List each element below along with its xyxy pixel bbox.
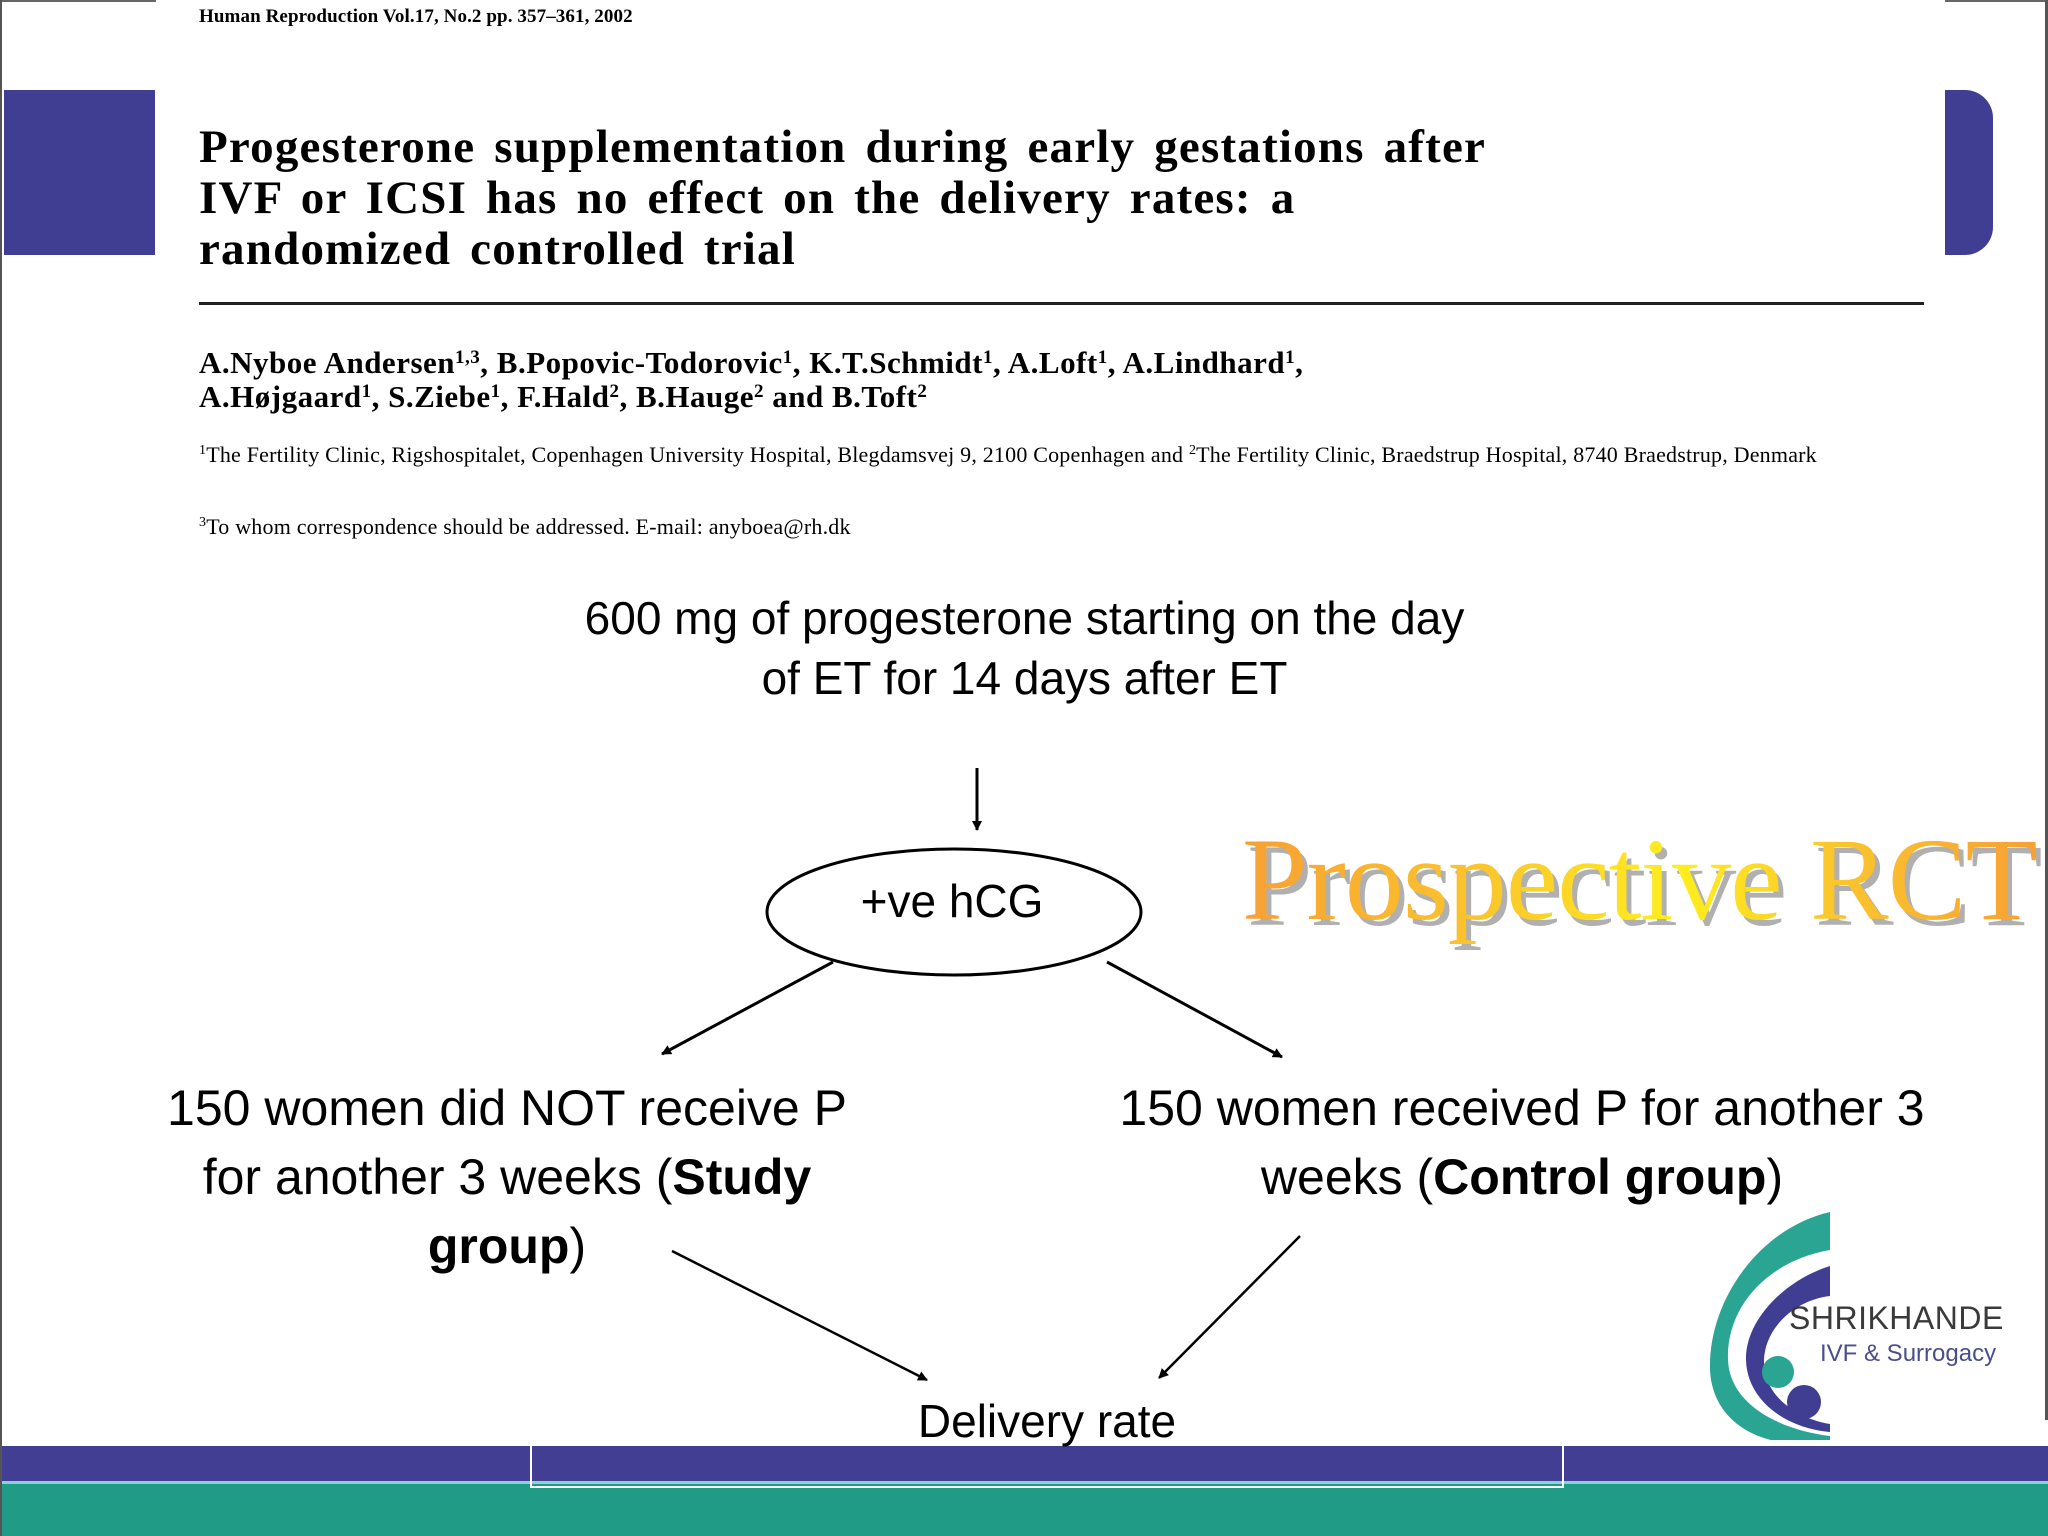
footer-band-blue (2, 1446, 2048, 1482)
author-line: A.Nyboe Andersen1,3, B.Popovic-Todorovic… (199, 345, 1304, 380)
title-line: IVF or ICSI has no effect on the deliver… (199, 172, 1296, 224)
control-group-box: 150 women received P for another 3 weeks… (1119, 1080, 1925, 1205)
journal-citation: Human Reproduction Vol.17, No.2 pp. 357–… (199, 6, 633, 27)
logo-subtitle: IVF & Surrogacy (1820, 1340, 1997, 1367)
shrikhande-logo-icon (1709, 1212, 1830, 1440)
author: K.T.Schmidt (809, 345, 983, 380)
slide-border (2045, 0, 2048, 1420)
study-group-box: 150 women did NOT receive P for another … (167, 1080, 847, 1274)
author-line: A.Højgaard1, S.Ziebe1, F.Hald2, B.Hauge2… (199, 379, 928, 414)
arrow-control-to-outcome-icon (1158, 1235, 1301, 1379)
author: B.Toft (831, 379, 918, 414)
author-list: A.Nyboe Andersen1,3, B.Popovic-Todorovic… (199, 346, 1924, 414)
author: A.Lindhard (1122, 345, 1286, 380)
left-accent-band (4, 90, 155, 255)
title-line: randomized controlled trial (199, 223, 797, 275)
slide-border (1945, 0, 2048, 2)
author: A.Nyboe Andersen (199, 345, 456, 380)
author: F.Hald (517, 379, 610, 414)
affiliations: 1The Fertility Clinic, Rigshospitalet, C… (199, 442, 1817, 467)
right-accent-band (1945, 90, 1993, 255)
title-line: Progesterone supplementation during earl… (199, 121, 1487, 173)
slide-border (2, 0, 156, 2)
intervention-description: 600 mg of progesterone starting on the d… (584, 592, 1465, 704)
outcome-delivery-rate: Delivery rate (917, 1395, 1177, 1447)
author: S.Ziebe (388, 379, 491, 414)
prospective-rct-label: Prospective RCT (1242, 812, 2038, 948)
author: B.Hauge (635, 379, 754, 414)
correspondence-note: 3To whom correspondence should be addres… (199, 514, 851, 539)
footer-separator (2, 1481, 2048, 1484)
arrow-right-branch-icon (1106, 960, 1283, 1059)
footer-outline-box (530, 1446, 1564, 1488)
author: A.Højgaard (199, 379, 362, 414)
hcg-node-label: +ve hCG (860, 875, 1044, 927)
author: A.Loft (1007, 345, 1098, 380)
author: B.Popovic-Todorovic (496, 345, 783, 380)
title-divider (199, 302, 1924, 305)
paper-title: Progesterone supplementation during earl… (199, 122, 1919, 275)
footer-band-teal (2, 1484, 2048, 1536)
arrow-left-branch-icon (661, 960, 834, 1056)
logo-name: SHRIKHANDE (1789, 1300, 2004, 1336)
